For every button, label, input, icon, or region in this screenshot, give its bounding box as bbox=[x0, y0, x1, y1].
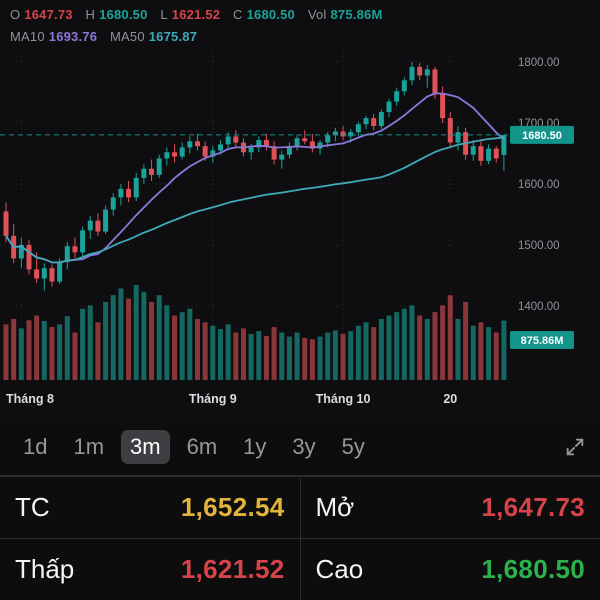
quote-value: 1,680.50 bbox=[481, 554, 585, 584]
range-option-3m[interactable]: 3m bbox=[121, 429, 170, 464]
range-selector-row: 1d 1m 3m 6m 1y 3y 5y bbox=[0, 418, 600, 476]
quote-label: Cao bbox=[315, 554, 364, 584]
y-axis-label: 1500.00 bbox=[518, 240, 560, 252]
svg-text:1680.50: 1680.50 bbox=[522, 130, 562, 142]
chart-panel[interactable]: O 1647.73 H 1680.50 L 1621.52 C 1680.50 Vol 8… bbox=[0, 0, 600, 418]
ma10-legend: MA10 1693.76 bbox=[10, 29, 98, 44]
volume-bars bbox=[3, 285, 507, 380]
quote-value: 1,621.52 bbox=[180, 554, 285, 584]
quote-cell-tc: TC 1,652.54 bbox=[0, 477, 300, 538]
overlays: 1680.50 875.86M bbox=[0, 125, 574, 349]
quote-label: TC bbox=[15, 492, 50, 522]
range-option-1y[interactable]: 1y bbox=[243, 433, 267, 459]
range-selector: 1d 1m 3m 6m 1y 3y 5y bbox=[14, 429, 382, 464]
range-option-3y[interactable]: 3y bbox=[292, 433, 316, 459]
high-legend: H 1680.50 bbox=[85, 7, 148, 22]
open-legend: O 1647.73 bbox=[10, 7, 73, 22]
range-option-1d[interactable]: 1d bbox=[23, 433, 48, 459]
range-option-5y[interactable]: 5y bbox=[341, 433, 365, 459]
x-axis-label: Tháng 8 bbox=[6, 392, 54, 406]
candles bbox=[3, 62, 507, 291]
ma10-line bbox=[5, 92, 505, 264]
ma50-line bbox=[5, 136, 505, 264]
y-axis-label: 1800.00 bbox=[518, 57, 560, 69]
y-axis-label: 1400.00 bbox=[518, 301, 560, 313]
quote-row-2: Thấp 1,621.52 Cao 1,680.50 bbox=[0, 538, 600, 600]
svg-text:875.86M: 875.86M bbox=[521, 335, 564, 347]
low-legend: L 1621.52 bbox=[160, 7, 221, 22]
close-legend: C 1680.50 bbox=[233, 7, 295, 22]
ohlc-legend: O 1647.73 H 1680.50 L 1621.52 C 1680.50 Vol 8… bbox=[10, 7, 391, 22]
price-chart[interactable]: 1800.001700.001600.001500.001400.00Tháng… bbox=[0, 0, 600, 418]
range-option-6m[interactable]: 6m bbox=[186, 433, 218, 459]
ma-legend: MA10 1693.76 MA50 1675.87 bbox=[10, 29, 206, 44]
price-badge bbox=[510, 125, 574, 144]
quote-label: Thấp bbox=[15, 554, 75, 584]
x-axis-label: Tháng 10 bbox=[316, 392, 371, 406]
quote-value: 1,652.54 bbox=[180, 492, 285, 522]
quote-cell-high: Cao 1,680.50 bbox=[299, 539, 600, 600]
y-axis-label: 1600.00 bbox=[518, 179, 560, 191]
volume-badge bbox=[510, 331, 574, 349]
quote-cell-open: Mở 1,647.73 bbox=[299, 477, 600, 538]
x-axis-label: 20 bbox=[443, 392, 457, 406]
ma-lines bbox=[5, 92, 505, 264]
range-option-1m[interactable]: 1m bbox=[73, 433, 105, 459]
quote-value: 1,647.73 bbox=[481, 492, 585, 522]
ma50-legend: MA50 1675.87 bbox=[109, 29, 198, 44]
x-axis-label: Tháng 9 bbox=[189, 392, 237, 406]
quote-cell-low: Thấp 1,621.52 bbox=[0, 539, 300, 600]
volume-legend: Vol 875.86M bbox=[307, 7, 383, 22]
quote-label: Mở bbox=[315, 492, 355, 522]
quote-row-1: TC 1,652.54 Mở 1,647.73 bbox=[0, 476, 600, 538]
expand-icon[interactable] bbox=[564, 436, 586, 458]
